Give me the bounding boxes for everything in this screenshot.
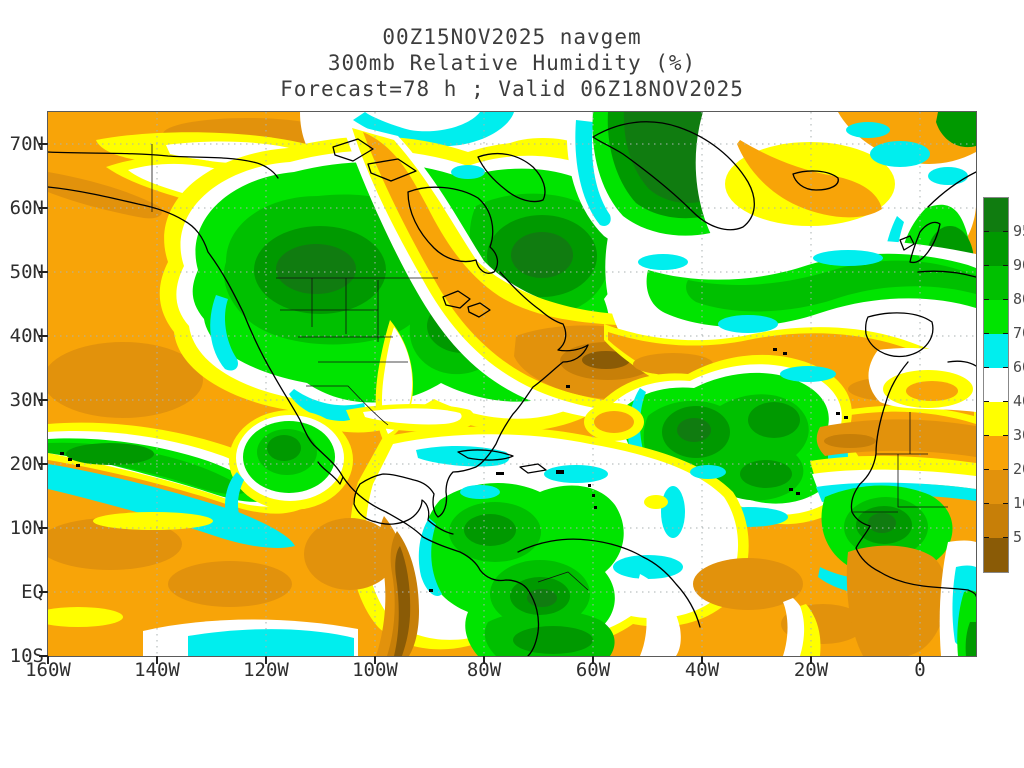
- colorbar-band-10: [984, 538, 1008, 572]
- chart-title-variable: 300mb Relative Humidity (%): [327, 51, 697, 75]
- colorbar-tick: [1003, 231, 1008, 232]
- gridlines: [48, 112, 976, 656]
- colorbar-band-5: [984, 368, 1008, 402]
- colorbar-legend: [983, 197, 1009, 573]
- lon-tick-mark: [483, 656, 485, 664]
- colorbar-tick: [984, 367, 989, 368]
- coastlines: [48, 121, 976, 656]
- lon-tick-mark: [701, 656, 703, 664]
- lon-tick-mark: [47, 656, 49, 664]
- colorbar-label-40: 40: [1013, 392, 1024, 410]
- colorbar-tick: [984, 469, 989, 470]
- colorbar-tick: [1003, 503, 1008, 504]
- chart-title-valid: Forecast=78 h ; Valid 06Z18NOV2025: [280, 77, 744, 101]
- lat-tick-label-50N: 50N: [9, 261, 44, 283]
- colorbar-label-80: 80: [1013, 290, 1024, 308]
- colorbar-band-7: [984, 436, 1008, 470]
- colorbar-label-20: 20: [1013, 460, 1024, 478]
- lat-tick-mark: [39, 463, 48, 465]
- colorbar-tick: [1003, 299, 1008, 300]
- tropical-pacific-features: [48, 410, 419, 656]
- colorbar-band-8: [984, 470, 1008, 504]
- lon-tick-label-160W: 160W: [25, 659, 71, 681]
- lon-tick-label-0: 0: [914, 659, 926, 681]
- lat-tick-mark: [39, 143, 48, 145]
- colorbar-band-0: [984, 198, 1008, 232]
- lon-tick-mark: [810, 656, 812, 664]
- plains-pale-band: [346, 320, 475, 442]
- colorbar-tick: [984, 231, 989, 232]
- lon-tick-label-80W: 80W: [466, 659, 502, 681]
- political-borders: [151, 144, 948, 591]
- colorbar-tick: [1003, 435, 1008, 436]
- lat-tick-mark: [39, 271, 48, 273]
- colorbar-tick: [1003, 265, 1008, 266]
- colorbar-tick: [1003, 469, 1008, 470]
- lat-tick-label-70N: 70N: [9, 133, 44, 155]
- lat-tick-mark: [39, 399, 48, 401]
- lon-tick-label-100W: 100W: [352, 659, 398, 681]
- map-plot-area: [47, 111, 977, 657]
- humidity-contour-field: [48, 112, 976, 656]
- colorbar-tick: [984, 333, 989, 334]
- colorbar-label-90: 90: [1013, 256, 1024, 274]
- lat-tick-label-10S: 10S: [9, 645, 44, 667]
- lon-tick-label-40W: 40W: [684, 659, 720, 681]
- colorbar-band-3: [984, 300, 1008, 334]
- lon-tick-mark: [156, 656, 158, 664]
- colorbar-band-4: [984, 334, 1008, 368]
- colorbar-tick: [984, 299, 989, 300]
- colorbar-label-5: 5: [1013, 528, 1023, 546]
- lat-tick-label-20N: 20N: [9, 453, 44, 475]
- colorbar-band-9: [984, 504, 1008, 538]
- colorbar-label-10: 10: [1013, 494, 1024, 512]
- lon-tick-mark: [592, 656, 594, 664]
- colorbar-tick: [984, 503, 989, 504]
- colorbar-tick: [1003, 401, 1008, 402]
- colorbar-tick: [984, 435, 989, 436]
- colorbar-label-95: 95: [1013, 222, 1024, 240]
- colorbar-tick: [984, 537, 989, 538]
- colorbar-label-70: 70: [1013, 324, 1024, 342]
- lon-tick-mark: [265, 656, 267, 664]
- colorbar-label-60: 60: [1013, 358, 1024, 376]
- lat-tick-mark: [39, 527, 48, 529]
- lat-tick-label-30N: 30N: [9, 389, 44, 411]
- lat-tick-mark: [39, 591, 48, 593]
- lon-tick-mark: [374, 656, 376, 664]
- lon-tick-label-120W: 120W: [243, 659, 289, 681]
- colorbar-tick: [984, 401, 989, 402]
- colorbar-tick: [984, 265, 989, 266]
- colorbar-band-1: [984, 232, 1008, 266]
- colorbar-tick: [1003, 333, 1008, 334]
- colorbar-tick: [1003, 367, 1008, 368]
- colorbar-band-2: [984, 266, 1008, 300]
- lon-tick-label-60W: 60W: [575, 659, 611, 681]
- lat-tick-label-10N: 10N: [9, 517, 44, 539]
- lat-tick-label-40N: 40N: [9, 325, 44, 347]
- colorbar-label-30: 30: [1013, 426, 1024, 444]
- africa-europe-features: [693, 348, 976, 656]
- lon-tick-label-140W: 140W: [134, 659, 180, 681]
- lat-tick-label-60N: 60N: [9, 197, 44, 219]
- lat-tick-mark: [39, 655, 48, 657]
- lat-tick-label-EQ: EQ: [21, 581, 44, 603]
- lat-tick-mark: [39, 207, 48, 209]
- island-specks: [60, 348, 848, 592]
- colorbar-tick: [1003, 537, 1008, 538]
- lat-tick-mark: [39, 335, 48, 337]
- colorbar-band-6: [984, 402, 1008, 436]
- lon-tick-label-20W: 20W: [793, 659, 829, 681]
- tropical-america-moist-mass: [418, 482, 681, 656]
- chart-title-run: 00Z15NOV2025 navgem: [382, 25, 642, 49]
- lon-tick-mark: [919, 656, 921, 664]
